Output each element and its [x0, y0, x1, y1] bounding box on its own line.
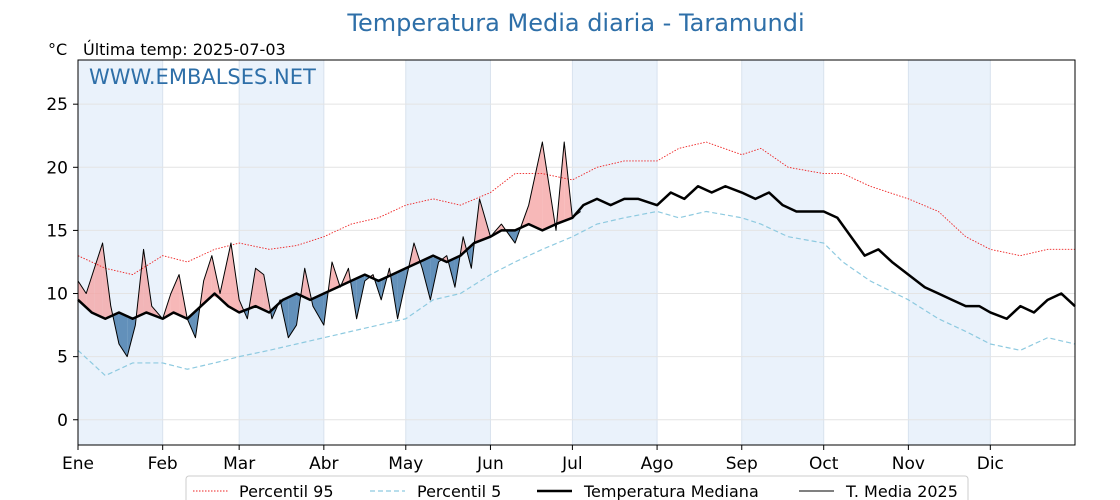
- x-tick-label: Abr: [309, 454, 338, 474]
- x-tick-label: Feb: [148, 454, 178, 474]
- month-band: [239, 60, 324, 445]
- x-tick-label: Mar: [223, 454, 255, 474]
- chart-title: Temperatura Media diaria - Taramundi: [346, 9, 804, 37]
- x-tick-label: Ago: [641, 454, 674, 474]
- watermark: WWW.EMBALSES.NET: [89, 65, 316, 89]
- y-axis-ticks: 0 5 10 15 20 25: [46, 95, 78, 431]
- plot-frame: [77, 59, 1076, 446]
- y-tick-label: 5: [57, 348, 68, 368]
- x-tick-label: Ene: [62, 454, 94, 474]
- month-band: [741, 60, 824, 445]
- above-median-fill: [170, 274, 180, 315]
- x-tick-label: Oct: [809, 454, 839, 474]
- x-axis-ticks: Ene Feb Mar Abr May Jun Jul Ago Sep Oct Nov Dic: [62, 445, 1004, 474]
- legend-frame: [185, 475, 969, 500]
- x-tick-label: May: [388, 454, 423, 474]
- month-band: [78, 60, 163, 445]
- below-median-fill: [118, 312, 128, 357]
- legend-label-p5: Percentil 5: [417, 482, 501, 500]
- last-temp-label: Última temp: 2025-07-03: [83, 40, 286, 59]
- below-median-fill: [288, 293, 297, 338]
- y-tick-label: 20: [46, 158, 68, 178]
- x-tick-label: Jul: [561, 454, 583, 474]
- legend-label-p95: Percentil 95: [239, 482, 334, 500]
- series-line-p5: [77, 210, 1076, 377]
- month-band: [908, 60, 991, 445]
- legend: Percentil 95 Percentil 5 Temperatura Med…: [185, 475, 969, 500]
- y-tick-label: 25: [46, 95, 68, 115]
- below-median-fill: [127, 316, 136, 357]
- y-tick-label: 0: [57, 411, 68, 431]
- y-tick-label: 10: [46, 285, 68, 305]
- month-band: [405, 60, 491, 445]
- grid-lines: [77, 60, 1075, 445]
- below-median-fill: [422, 256, 431, 300]
- above-median-fill: [255, 268, 264, 310]
- series-line-p95: [77, 141, 1075, 276]
- legend-label-median: Temperatura Mediana: [583, 482, 759, 500]
- month-bands: [78, 60, 991, 445]
- unit-label: °C: [48, 40, 67, 59]
- x-tick-label: Sep: [726, 454, 758, 474]
- x-tick-label: Jun: [476, 454, 504, 474]
- y-tick-label: 15: [46, 221, 68, 241]
- x-tick-label: Dic: [977, 454, 1004, 474]
- above-median-fill: [220, 243, 231, 308]
- series-line-current: [77, 141, 581, 358]
- legend-label-current: T. Media 2025: [845, 482, 958, 500]
- x-tick-label: Nov: [892, 454, 925, 474]
- month-band: [572, 60, 658, 445]
- above-median-fill: [528, 142, 543, 231]
- series-lines: [77, 141, 1076, 377]
- above-median-fill: [86, 268, 95, 314]
- below-median-fill: [312, 293, 324, 326]
- above-median-fill: [203, 255, 212, 304]
- below-median-fill: [397, 268, 406, 319]
- above-median-fill: [94, 243, 103, 318]
